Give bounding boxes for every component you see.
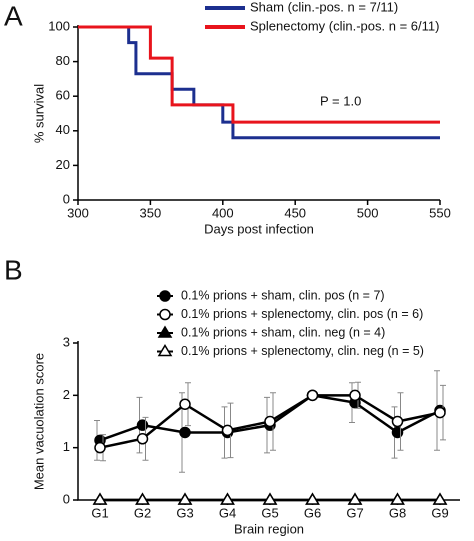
x-tick-label: 400 — [212, 205, 234, 220]
marker — [347, 492, 363, 505]
y-tick-label: 100 — [48, 18, 70, 33]
x-tick-label: 450 — [284, 205, 306, 220]
marker — [136, 433, 149, 445]
x-tick-label: 350 — [140, 205, 162, 220]
survival-line — [78, 25, 440, 124]
y-tick-label: 40 — [56, 122, 70, 137]
marker — [390, 492, 405, 505]
annotation: P = 1.0 — [320, 93, 361, 108]
y-axis-label: Mean vacuolation score — [31, 353, 46, 490]
y-tick-label: 0 — [63, 491, 70, 506]
marker — [179, 398, 191, 410]
marker — [159, 290, 171, 302]
legend-label: Sham (clin.-pos. n = 7/11) — [250, 0, 398, 14]
marker — [157, 344, 173, 357]
legend-label: 0.1% prions + sham, clin. pos (n = 7) — [181, 288, 385, 302]
x-tick-label: G2 — [134, 505, 151, 520]
legend-label: 0.1% prions + sham, clin. neg (n = 4) — [181, 325, 385, 339]
marker — [264, 415, 276, 428]
x-tick-label: 550 — [429, 205, 451, 220]
marker — [432, 492, 448, 505]
y-tick-label: 60 — [56, 88, 70, 103]
x-tick-label: G9 — [431, 505, 448, 520]
y-tick-label: 3 — [63, 334, 70, 349]
legend-label: Splenectomy (clin.-pos. n = 6/11) — [250, 18, 439, 33]
survival-line — [78, 25, 440, 140]
x-axis-label: Days post infection — [204, 221, 314, 236]
x-tick-label: G5 — [261, 505, 278, 520]
y-tick-label: 2 — [63, 387, 70, 402]
y-tick-label: 80 — [56, 53, 70, 68]
marker — [220, 492, 235, 505]
y-tick-label: 20 — [56, 157, 70, 172]
marker — [94, 441, 106, 454]
x-tick-label: G1 — [91, 505, 108, 520]
x-tick-label: G4 — [219, 505, 236, 520]
x-tick-label: 500 — [357, 205, 379, 220]
marker — [177, 492, 193, 505]
x-axis-label: Brain region — [234, 521, 304, 536]
y-tick-label: 0 — [63, 191, 70, 206]
marker — [221, 424, 234, 437]
marker — [179, 426, 191, 439]
marker — [262, 492, 278, 505]
marker — [434, 406, 446, 419]
y-axis-label: % survival — [31, 84, 46, 143]
marker — [135, 492, 150, 505]
marker — [92, 492, 108, 505]
x-tick-label: G3 — [176, 505, 193, 520]
marker — [391, 415, 404, 428]
marker — [159, 308, 171, 321]
y-tick-label: 1 — [63, 439, 70, 454]
x-tick-label: G7 — [346, 505, 363, 520]
marker — [306, 389, 319, 402]
marker — [157, 325, 173, 338]
legend-label: 0.1% prions + splenectomy, clin. neg (n … — [181, 344, 424, 358]
axis-line — [77, 25, 440, 201]
marker — [349, 389, 361, 402]
x-tick-label: 300 — [67, 205, 89, 220]
legend-label: 0.1% prions + splenectomy, clin. pos (n … — [181, 307, 423, 321]
panel-label: B — [4, 254, 23, 285]
x-tick-label: G6 — [304, 505, 321, 520]
marker — [305, 492, 320, 505]
panel-label: A — [4, 0, 23, 31]
x-tick-label: G8 — [389, 505, 406, 520]
